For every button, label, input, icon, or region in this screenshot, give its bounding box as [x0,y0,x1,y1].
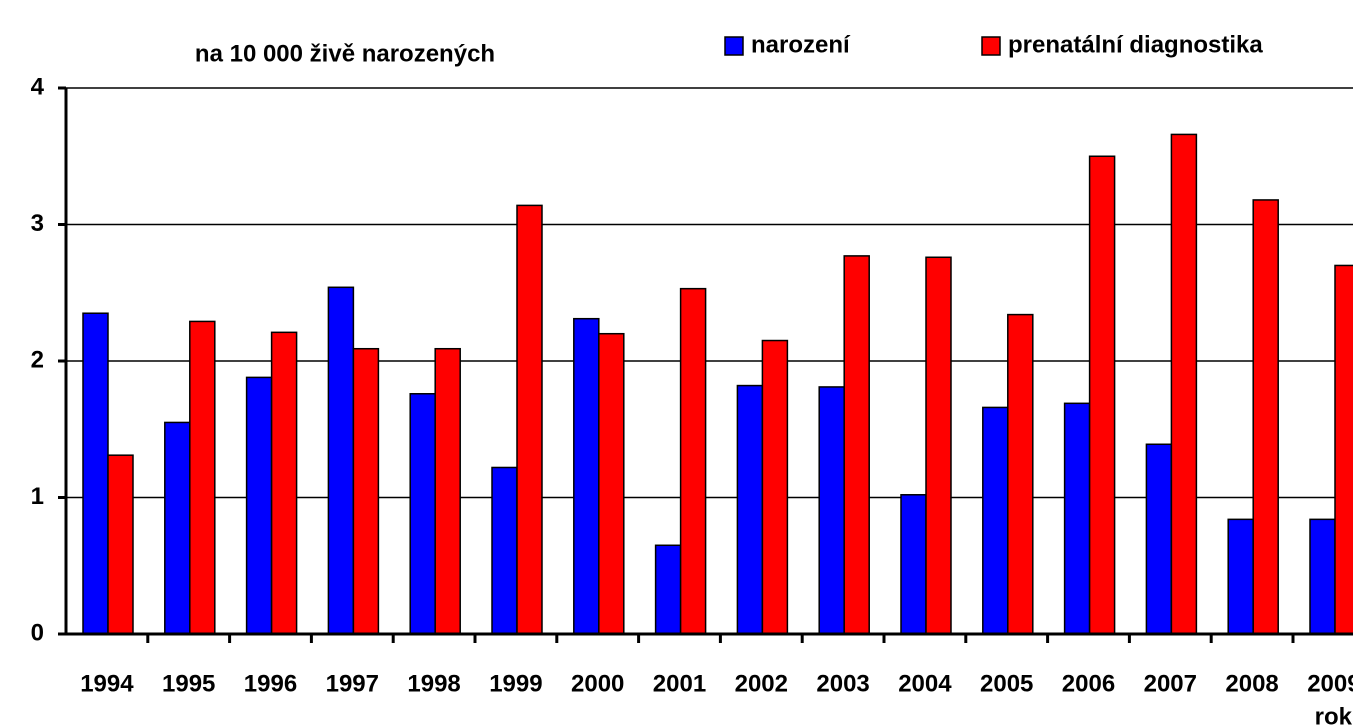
x-tick-label: 1994 [80,670,134,697]
legend-swatch [724,36,744,56]
x-tick-label: 2001 [653,670,706,697]
bar [434,347,461,635]
legend-label: prenatální diagnostika [1008,31,1263,58]
bar [573,317,600,635]
bar [82,312,109,635]
x-axis-label: rok [1315,703,1353,725]
bar [736,384,764,635]
bar [1309,518,1336,635]
legend-label: narození [751,31,851,58]
bar [270,331,298,635]
bar [164,421,191,635]
chart-subtitle: na 10 000 živě narozených [195,40,495,67]
bar [491,466,518,635]
bar [1252,199,1279,635]
x-tick-label: 2003 [816,670,869,697]
legend-swatch [981,36,1001,56]
bar [818,386,845,635]
y-tick-label: 0 [31,619,44,646]
bar [409,393,436,635]
bar [245,376,273,635]
bar [843,255,870,635]
x-tick-label: 2007 [1144,670,1197,697]
y-tick-label: 1 [31,483,44,510]
x-tick-label: 2002 [735,670,788,697]
x-tick-label: 2006 [1062,670,1115,697]
bar [107,454,134,635]
bar [1063,402,1091,635]
x-tick-label: 2005 [980,670,1033,697]
bar [352,347,380,635]
bar [1007,313,1034,635]
bar [1227,518,1254,635]
bar [189,320,216,635]
bar [1088,155,1116,635]
y-tick-label: 4 [31,73,45,100]
x-tick-label: 1999 [489,670,542,697]
x-tick-label: 2009 [1307,670,1353,697]
bar [654,544,682,635]
x-tick-label: 1998 [407,670,460,697]
x-tick-label: 1996 [244,670,297,697]
x-tick-label: 1995 [162,670,215,697]
bar [598,332,625,635]
bar [761,339,789,635]
bar [982,406,1009,635]
y-tick-label: 3 [31,210,44,237]
bar [516,204,543,635]
x-tick-label: 2004 [898,670,952,697]
bar [925,256,952,635]
y-tick-label: 2 [31,346,44,373]
bar [327,286,355,635]
bar [900,494,927,635]
bar [1170,133,1198,635]
bar [679,287,707,635]
bar [1334,264,1353,635]
bar [1145,443,1173,635]
x-tick-label: 1997 [326,670,379,697]
x-tick-label: 2008 [1225,670,1278,697]
x-tick-label: 2000 [571,670,624,697]
